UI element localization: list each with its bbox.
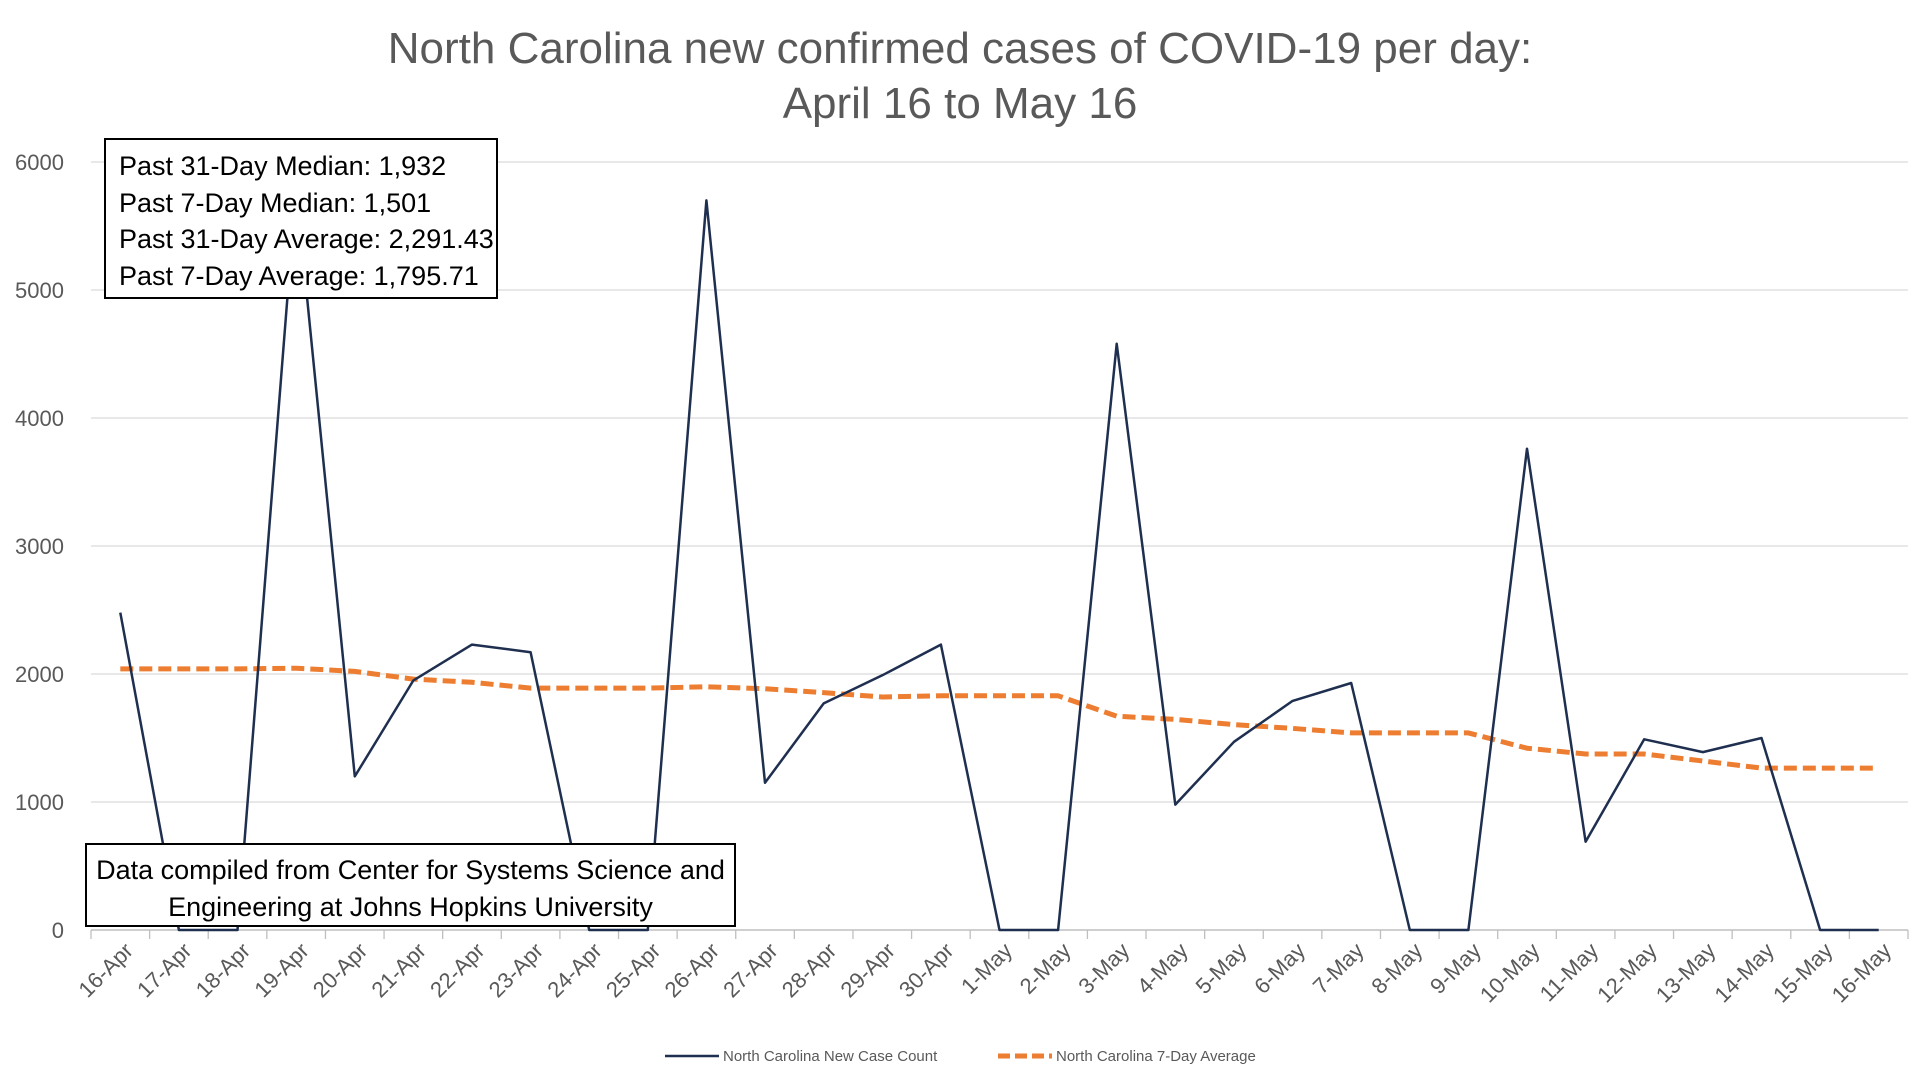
series-line-new-case-count <box>119 186 1879 932</box>
x-tick-label-5-May: 5-May <box>1191 938 1252 999</box>
x-tick-label-25-Apr: 25-Apr <box>601 938 665 1002</box>
x-axis <box>90 929 1909 939</box>
x-tick-label-16-Apr: 16-Apr <box>73 938 137 1002</box>
y-tick-label-3000: 3000 <box>15 534 64 559</box>
x-tick-label-21-Apr: 21-Apr <box>367 938 431 1002</box>
x-tick-label-1-May: 1-May <box>956 938 1017 999</box>
x-tick-label-29-Apr: 29-Apr <box>835 938 899 1002</box>
chart-title: North Carolina new confirmed cases of CO… <box>388 24 1533 128</box>
stat-31-day-average: Past 31-Day Average: 2,291.43 <box>119 224 494 254</box>
source-line-1: Data compiled from Center for Systems Sc… <box>96 855 725 885</box>
data-source-annotation-box: Data compiled from Center for Systems Sc… <box>85 843 736 927</box>
x-tick-label-23-Apr: 23-Apr <box>484 938 548 1002</box>
x-tick-label-17-Apr: 17-Apr <box>132 938 196 1002</box>
x-tick-label-6-May: 6-May <box>1249 938 1310 999</box>
x-tick-label-12-May: 12-May <box>1592 938 1662 1008</box>
x-tick-label-7-May: 7-May <box>1308 938 1369 999</box>
chart-title-line-2: April 16 to May 16 <box>783 79 1138 128</box>
y-tick-label-1000: 1000 <box>15 790 64 815</box>
x-tick-label-14-May: 14-May <box>1709 938 1779 1008</box>
series-line-7-day-average <box>120 665 1879 771</box>
y-tick-label-2000: 2000 <box>15 662 64 687</box>
series-lines <box>119 186 1879 932</box>
y-tick-label-5000: 5000 <box>15 278 64 303</box>
x-tick-label-20-Apr: 20-Apr <box>308 938 372 1002</box>
x-tick-label-8-May: 8-May <box>1366 938 1427 999</box>
statistics-annotation-box: Past 31-Day Median: 1,932 Past 7-Day Med… <box>104 138 498 299</box>
x-tick-label-18-Apr: 18-Apr <box>191 938 255 1002</box>
stat-7-day-average: Past 7-Day Average: 1,795.71 <box>119 260 479 291</box>
x-tick-label-27-Apr: 27-Apr <box>718 938 782 1002</box>
legend: North Carolina New Case Count North Carol… <box>665 1048 1256 1065</box>
x-tick-label-30-Apr: 30-Apr <box>894 938 958 1002</box>
x-tick-label-15-May: 15-May <box>1768 938 1838 1008</box>
source-line-2: Engineering at Johns Hopkins University <box>168 892 653 922</box>
x-tick-label-11-May: 11-May <box>1535 938 1603 1006</box>
x-tick-label-19-Apr: 19-Apr <box>249 938 313 1002</box>
chart-title-line-1: North Carolina new confirmed cases of CO… <box>388 24 1533 73</box>
legend-label: North Carolina 7-Day Average <box>1056 1048 1256 1065</box>
x-tick-label-10-May: 10-May <box>1475 938 1545 1008</box>
legend-label: North Carolina New Case Count <box>723 1048 938 1065</box>
x-tick-label-28-Apr: 28-Apr <box>777 938 841 1002</box>
stat-31-day-median: Past 31-Day Median: 1,932 <box>119 151 447 181</box>
x-tick-label-13-May: 13-May <box>1651 938 1721 1008</box>
y-axis-tick-labels: 0 1000 2000 3000 4000 5000 6000 <box>15 150 64 943</box>
x-tick-label-3-May: 3-May <box>1073 938 1134 999</box>
stat-7-day-median: Past 7-Day Median: 1,501 <box>119 187 432 218</box>
legend-item-new-case-count: North Carolina New Case Count <box>665 1048 938 1065</box>
x-tick-label-22-Apr: 22-Apr <box>425 938 489 1002</box>
x-tick-label-24-Apr: 24-Apr <box>542 938 606 1002</box>
x-tick-label-2-May: 2-May <box>1015 938 1076 999</box>
y-tick-label-4000: 4000 <box>15 406 64 431</box>
y-tick-label-0: 0 <box>52 918 64 943</box>
x-axis-tick-labels: 16-Apr17-Apr18-Apr19-Apr20-Apr21-Apr22-A… <box>73 938 1896 1008</box>
x-tick-label-4-May: 4-May <box>1132 938 1193 999</box>
x-tick-label-16-May: 16-May <box>1827 938 1897 1008</box>
legend-item-7-day-average: North Carolina 7-Day Average <box>998 1048 1256 1065</box>
x-tick-label-26-Apr: 26-Apr <box>660 938 724 1002</box>
y-tick-label-6000: 6000 <box>15 150 64 175</box>
